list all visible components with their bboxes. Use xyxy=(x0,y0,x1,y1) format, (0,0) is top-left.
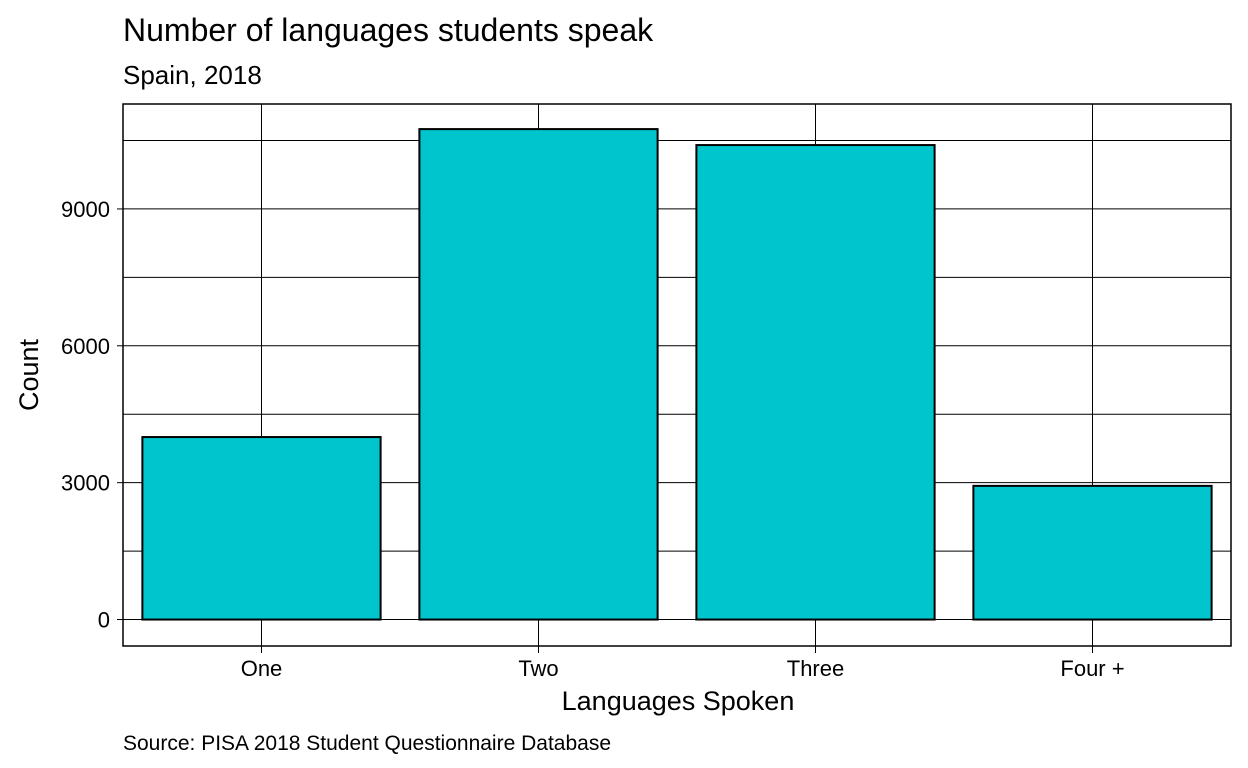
bar-three xyxy=(695,144,936,621)
chart-caption: Source: PISA 2018 Student Questionnaire … xyxy=(123,732,611,755)
chart-subtitle: Spain, 2018 xyxy=(123,60,262,90)
y-tick-label-2: 6000 xyxy=(61,334,110,359)
x-tick-label-2: Three xyxy=(787,656,844,681)
y-tick-label-3: 9000 xyxy=(61,197,110,222)
bar-layer xyxy=(141,128,1213,621)
plot-panel-border xyxy=(122,103,1232,647)
x-axis-title: Languages Spoken xyxy=(562,686,795,716)
y-tick-label-1: 3000 xyxy=(61,471,110,496)
axis-layer: 0 3000 6000 9000 One Two Three Four + xyxy=(61,103,1232,681)
bar-two xyxy=(418,128,659,621)
bar-four xyxy=(972,484,1213,621)
bar-one xyxy=(141,436,382,621)
x-tick-label-3: Four + xyxy=(1060,656,1124,681)
x-tick-label-1: Two xyxy=(518,656,558,681)
y-tick-label-0: 0 xyxy=(98,608,110,633)
y-axis-title: Count xyxy=(14,338,44,411)
chart-title: Number of languages students speak xyxy=(123,12,654,48)
x-tick-label-0: One xyxy=(241,656,283,681)
